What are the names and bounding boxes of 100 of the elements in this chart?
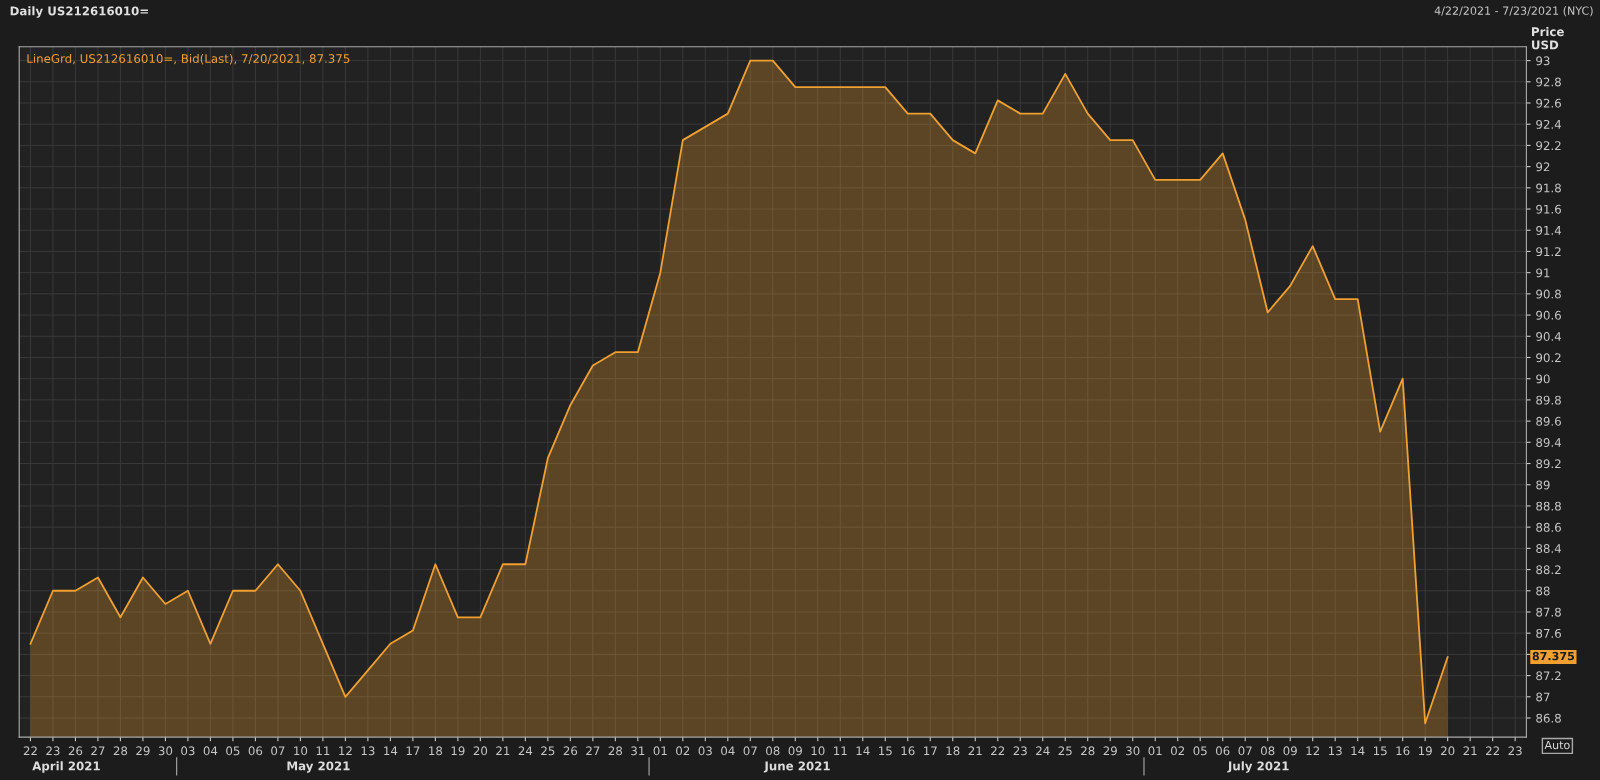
x-tick-label: 01	[1148, 746, 1162, 756]
x-tick-label: 05	[226, 746, 240, 756]
x-tick-label: 30	[1126, 746, 1140, 756]
x-tick-label: 25	[1058, 746, 1072, 756]
y-tick-label: 92.6	[1536, 98, 1561, 108]
x-tick-label: 25	[541, 746, 555, 756]
y-tick-label: 90.8	[1536, 289, 1561, 299]
x-tick-label: 04	[203, 746, 218, 756]
y-tick-label: 90.4	[1536, 332, 1562, 341]
x-tick-label: 27	[586, 746, 600, 756]
x-tick-label: 16	[1396, 746, 1410, 756]
y-tick-label: 88.6	[1536, 522, 1561, 532]
x-tick-label: 11	[316, 746, 330, 756]
text: May 2021	[287, 761, 350, 773]
x-tick-label: 08	[1260, 746, 1275, 756]
y-tick-label: 88.2	[1536, 565, 1561, 575]
x-tick-label: 28	[608, 746, 623, 756]
y-tick-label: 87.2	[1536, 671, 1561, 681]
text: 87.375	[1532, 651, 1575, 661]
chart-title: Daily US212616010=	[10, 6, 148, 18]
y-tick-label: 87	[1536, 692, 1550, 702]
x-tick-label: 15	[879, 746, 892, 756]
text: LineGrd, US212616010=, Bid(Last), 7/20/2021, 87.375	[27, 53, 350, 65]
text: June 2021	[763, 761, 830, 773]
x-tick-label: 04	[721, 746, 735, 756]
y-tick-label: 91.4	[1536, 225, 1562, 235]
text: April 2021	[32, 761, 100, 773]
x-tick-label: 15	[1373, 746, 1387, 756]
x-tick-label: 30	[158, 746, 173, 756]
x-tick-label: 26	[68, 746, 83, 756]
x-tick-label: 06	[248, 746, 263, 756]
x-tick-label: 06	[1215, 746, 1230, 756]
y-axis-title: Price USD	[1532, 26, 1564, 50]
x-tick-label: 18	[429, 746, 443, 756]
y-tick-label: 90.2	[1536, 353, 1561, 363]
x-tick-label: 12	[1306, 746, 1320, 756]
x-tick-label: 22	[991, 746, 1005, 756]
x-tick-label: 13	[361, 746, 375, 756]
y-tick-label: 90.6	[1536, 310, 1561, 320]
x-tick-label: 02	[676, 746, 690, 756]
x-tick-label: 31	[631, 746, 645, 756]
x-tick-label: 20	[473, 746, 488, 756]
x-tick-label: 08	[766, 746, 780, 756]
x-tick-label: 10	[294, 746, 308, 756]
text: Auto	[1544, 740, 1570, 750]
x-tick-label: 13	[1328, 746, 1342, 756]
y-tick-label: 88	[1536, 586, 1550, 596]
x-tick-label: 29	[136, 746, 150, 756]
x-tick-label: 23	[1508, 746, 1522, 756]
x-tick-label: 12	[339, 746, 352, 756]
y-tick-label: 89.6	[1536, 416, 1561, 426]
y-tick-label: 91	[1536, 268, 1550, 278]
x-tick-label: 01	[653, 746, 667, 756]
x-tick-label: 28	[1081, 746, 1095, 756]
x-tick-label: 24	[1036, 746, 1050, 756]
x-tick-label: 07	[271, 746, 285, 756]
x-tick-label: 18	[946, 746, 960, 756]
x-tick-label: 14	[384, 746, 398, 756]
x-tick-label: 14	[1351, 746, 1365, 756]
chart-subtitle: 4/22/2021 - 7/23/2021 (NYC)	[1434, 6, 1593, 17]
x-tick-label: 21	[968, 746, 982, 756]
y-tick-label: 92	[1536, 162, 1550, 172]
x-tick-label: 19	[451, 746, 465, 756]
y-tick-label: 91.2	[1536, 247, 1561, 257]
x-tick-label: 10	[811, 746, 825, 756]
y-tick-label: 89.4	[1536, 438, 1562, 447]
x-tick-label: 11	[834, 746, 847, 756]
y-tick-label: 87.8	[1536, 607, 1561, 617]
y-tick-label: 91.6	[1536, 204, 1561, 214]
x-tick-label: 14	[856, 746, 870, 756]
x-tick-label: 03	[698, 746, 712, 756]
x-tick-label: 23	[1013, 746, 1027, 756]
y-tick-label: 93	[1536, 56, 1550, 66]
x-tick-label: 21	[1463, 746, 1477, 756]
x-tick-label: 27	[91, 746, 105, 756]
y-tick-label: 89.8	[1536, 395, 1561, 405]
y-tick-label: 88.4	[1536, 544, 1562, 554]
y-tick-label: 92.8	[1536, 77, 1561, 87]
x-tick-label: 17	[406, 746, 420, 756]
x-tick-label: 16	[901, 746, 915, 756]
x-tick-label: 09	[788, 746, 802, 756]
x-tick-label: 22	[1486, 746, 1499, 756]
x-tick-label: 02	[1170, 746, 1185, 756]
x-tick-label: 05	[1193, 746, 1207, 756]
x-tick-label: 21	[496, 746, 510, 756]
y-tick-label: 88.8	[1536, 501, 1561, 511]
x-tick-label: 23	[46, 746, 60, 756]
y-tick-label: 90	[1536, 374, 1550, 384]
x-tick-label: 29	[1103, 746, 1117, 756]
x-tick-label: 17	[924, 746, 937, 756]
x-tick-label: 07	[1238, 746, 1252, 756]
x-tick-label: 24	[518, 746, 533, 756]
y-tick-label: 89.2	[1536, 459, 1561, 469]
y-tick-label: 87.6	[1536, 628, 1561, 638]
x-tick-label: 07	[743, 746, 757, 756]
y-tick-label: 91.8	[1536, 183, 1561, 193]
x-tick-label: 19	[1418, 746, 1432, 756]
y-tick-label: 89	[1536, 480, 1550, 490]
y-tick-label: 86.8	[1536, 713, 1561, 723]
x-tick-label: 26	[563, 746, 578, 756]
